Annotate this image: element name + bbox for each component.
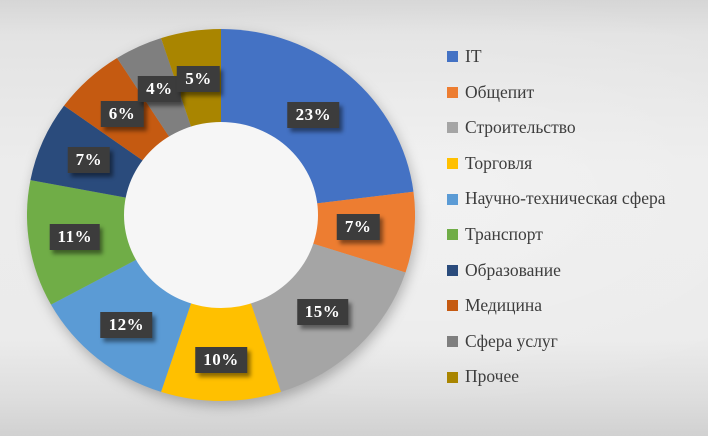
legend-item-2: Строительство (447, 110, 697, 146)
legend-color-swatch (447, 158, 458, 170)
data-label-3: 10% (195, 347, 247, 374)
legend-item-5: Транспорт (447, 217, 697, 253)
data-label-9: 5% (177, 65, 220, 92)
legend-color-swatch (447, 300, 458, 312)
data-label-2: 15% (296, 299, 349, 326)
legend-item-8: Сфера услуг (447, 324, 697, 360)
legend-item-9: Прочее (447, 359, 697, 395)
data-label-8: 4% (138, 76, 181, 103)
legend-label: Транспорт (465, 224, 543, 245)
legend-color-swatch (447, 336, 458, 348)
legend-item-4: Научно-техническая сфера (447, 181, 697, 217)
legend-color-swatch (447, 264, 458, 276)
legend-color-swatch (447, 193, 458, 205)
legend-label: Образование (465, 259, 561, 280)
legend-label: Сфера услуг (465, 330, 558, 351)
legend-label: IT (465, 46, 482, 67)
legend-color-swatch (447, 51, 458, 63)
legend-color-swatch (447, 122, 458, 134)
data-label-7: 6% (100, 100, 144, 127)
legend-label: Торговля (465, 152, 533, 173)
legend-label: Прочее (465, 366, 520, 387)
legend-color-swatch (447, 229, 458, 241)
legend-item-1: Общепит (447, 75, 697, 111)
legend-label: Общепит (465, 81, 535, 102)
legend-item-0: IT (447, 39, 697, 75)
legend-label: Научно-техническая сфера (465, 188, 666, 209)
pie-slice-3 (161, 215, 281, 402)
legend-color-swatch (447, 371, 458, 383)
legend-item-7: Медицина (447, 288, 697, 324)
data-label-1: 7% (336, 214, 380, 241)
data-label-6: 7% (67, 147, 111, 174)
legend-label: Медицина (465, 295, 542, 316)
data-label-4: 12% (100, 311, 153, 338)
legend-color-swatch (447, 86, 458, 98)
data-label-0: 23% (287, 101, 340, 128)
legend-item-6: Образование (447, 253, 697, 289)
legend-label: Строительство (465, 117, 576, 138)
legend: IT Общепит Строительство Торговля Научно-тех… (447, 39, 697, 395)
data-label-5: 11% (49, 224, 101, 251)
legend-item-3: Торговля (447, 146, 697, 182)
chart-hole (124, 122, 318, 308)
